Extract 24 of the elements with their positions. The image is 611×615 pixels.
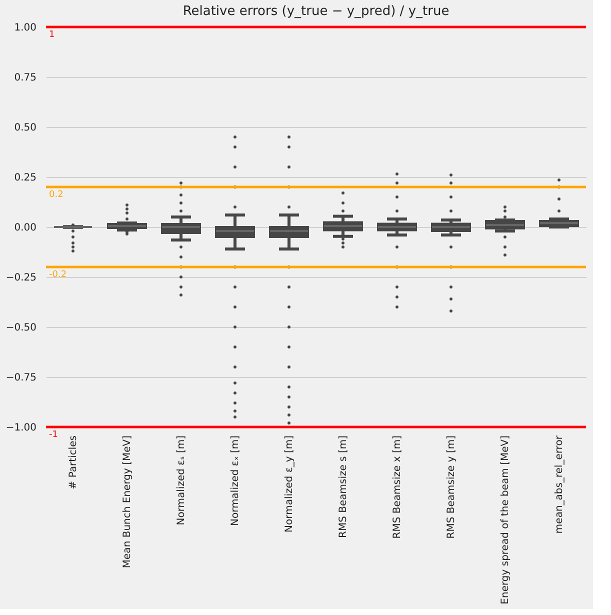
x-tick-label: Normalized εₓ [m] [230, 435, 241, 526]
x-tick-label: Mean Bunch Energy [MeV] [122, 435, 133, 568]
y-tick-label: −0.50 [6, 322, 36, 334]
x-tick-label: RMS Beamsize x [m] [392, 435, 403, 539]
y-tick-label: 0.00 [14, 222, 36, 234]
y-tick-label: 0.75 [14, 72, 36, 84]
x-tick-label: RMS Beamsize s [m] [338, 435, 349, 538]
ref-line-label: 1 [49, 30, 55, 40]
x-tick-label: Normalized εₛ [m] [176, 435, 187, 526]
ref-line-label: -0.2 [49, 270, 67, 280]
y-tick-label: −0.25 [6, 272, 36, 284]
chart-title: Relative errors (y_true − y_pred) / y_true [182, 4, 450, 19]
y-tick-label: 1.00 [14, 22, 36, 34]
y-tick-label: 0.50 [14, 122, 36, 134]
x-tick-label: # Particles [68, 436, 79, 490]
x-tick-label: RMS Beamsize y [m] [446, 435, 457, 539]
y-tick-label: −0.75 [6, 372, 36, 384]
y-tick-label: −1.00 [6, 422, 36, 434]
ref-line-label: 0.2 [49, 190, 64, 200]
y-tick-label: 0.25 [14, 172, 36, 184]
ref-line-label: -1 [49, 430, 58, 440]
x-tick-label: Normalized ε_y [m] [284, 435, 295, 532]
x-tick-label: Energy spread of the beam [MeV] [500, 435, 511, 604]
x-tick-label: mean_abs_rel_error [554, 434, 565, 534]
